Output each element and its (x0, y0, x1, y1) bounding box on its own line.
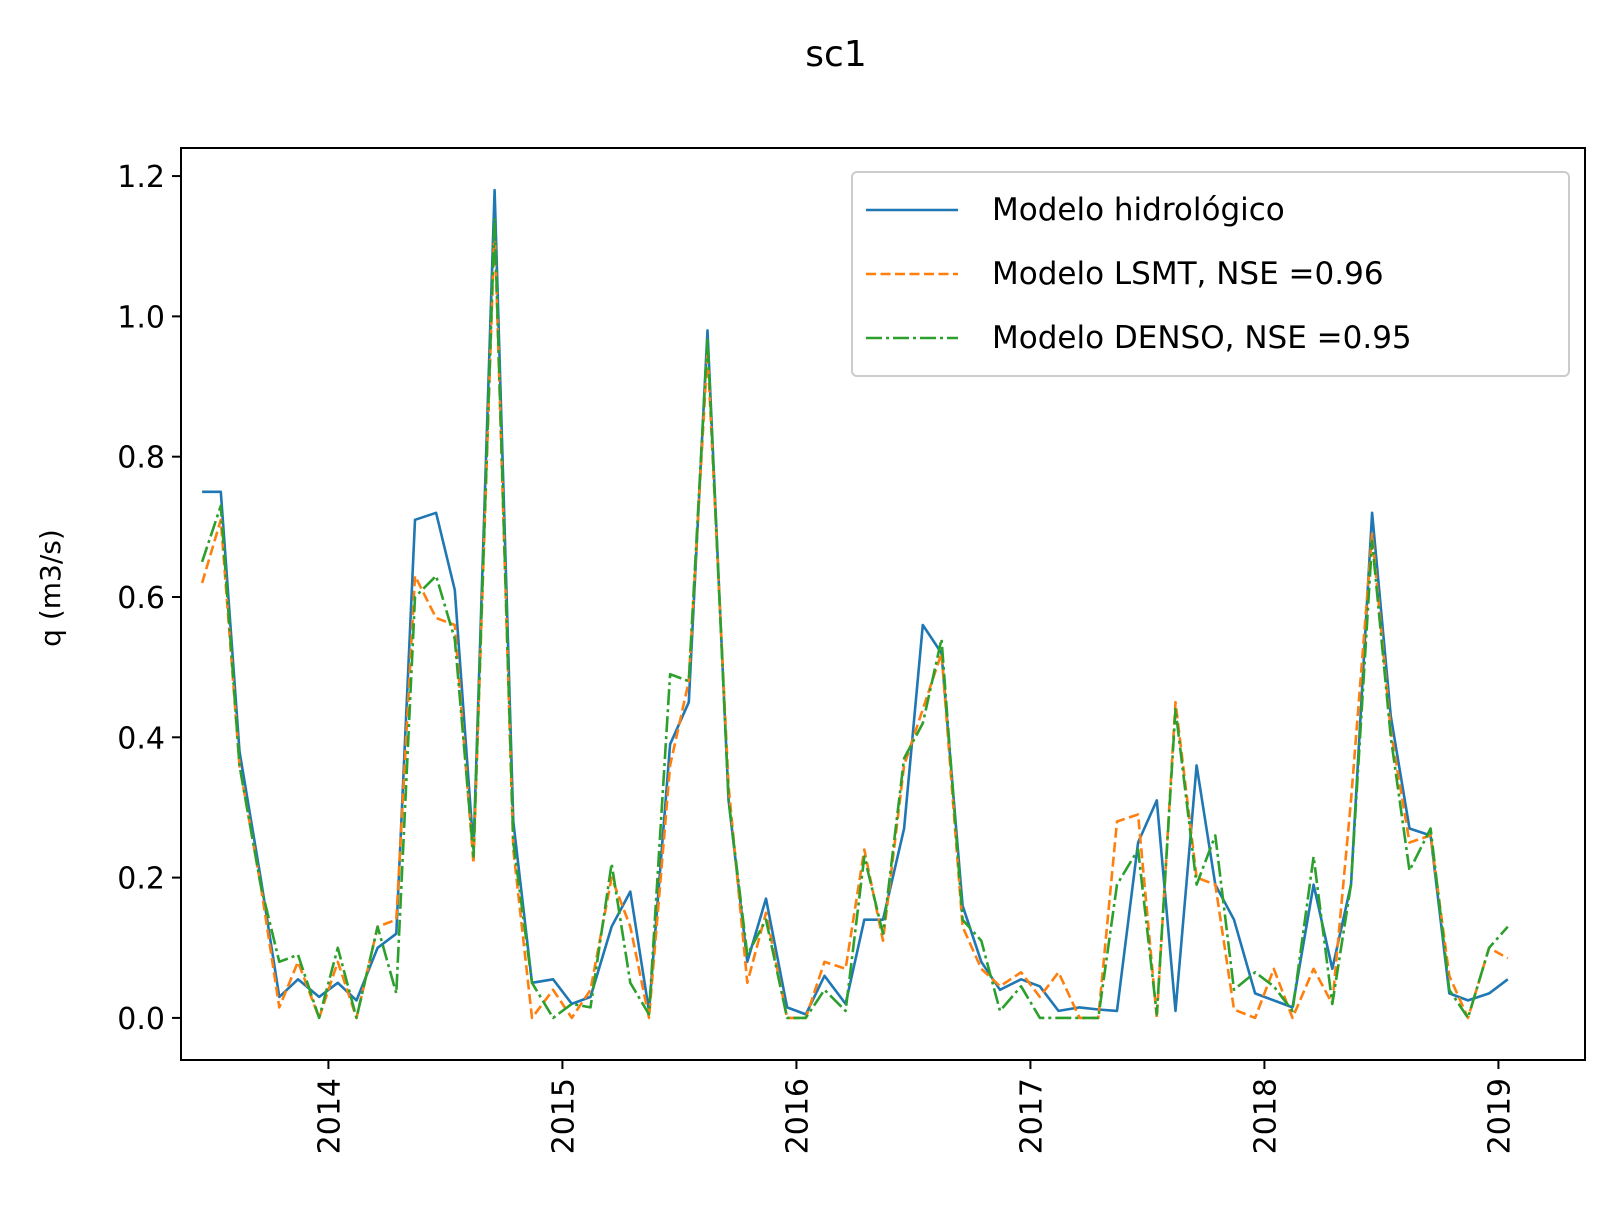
y-tick-label: 0.4 (117, 721, 165, 756)
x-tick-label: 2015 (546, 1078, 581, 1154)
x-tick-label: 2014 (312, 1078, 347, 1154)
series-line-2 (200, 216, 1509, 1020)
series-line-0 (202, 188, 1509, 1016)
y-tick-label: 0.8 (117, 441, 165, 476)
legend-box (851, 171, 1570, 377)
legend-label-lsmt: Modelo LSMT, NSE =0.96 (992, 256, 1384, 292)
y-tick-label: 1.0 (117, 300, 165, 335)
legend-label-hidrologico: Modelo hidrológico (992, 192, 1285, 228)
series-line-1 (200, 223, 1509, 1020)
y-axis-label: q (m3/s) (34, 529, 67, 647)
x-tick-label: 2017 (1014, 1078, 1049, 1154)
legend-label-denso: Modelo DENSO, NSE =0.95 (992, 320, 1412, 356)
x-tick-label: 2018 (1248, 1078, 1283, 1154)
x-tick-label: 2019 (1482, 1078, 1517, 1154)
y-tick-label: 0.6 (117, 581, 165, 616)
chart-title: sc1 (805, 34, 866, 75)
y-axis: 0.0 0.2 0.4 0.6 0.8 1.0 1.2 (117, 160, 181, 1037)
plot-frame (180, 147, 1586, 1061)
legend: Modelo hidrológico Modelo LSMT, NSE =0.9… (851, 171, 1570, 377)
y-tick-label: 1.2 (117, 160, 165, 195)
x-tick-label: 2016 (780, 1078, 815, 1154)
y-tick-label: 0.0 (117, 1002, 165, 1037)
series-layer (200, 188, 1509, 1020)
x-axis: 2014 2015 2016 2017 2018 2019 (312, 1060, 1517, 1154)
y-tick-label: 0.2 (117, 862, 165, 897)
